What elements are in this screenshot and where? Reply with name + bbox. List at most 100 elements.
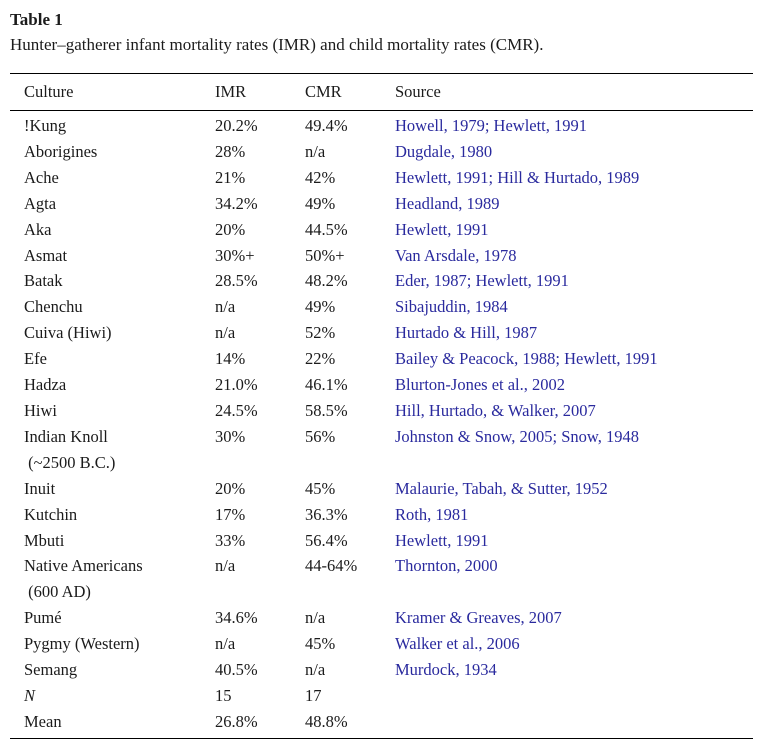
cmr-cell: 49% [305, 193, 336, 213]
cmr-cell: 50%+ [305, 245, 345, 265]
source-citation-link[interactable]: Kramer & Greaves, 2007 [395, 608, 562, 628]
cmr-cell: n/a [305, 608, 326, 628]
cmr-cell: 42% [305, 167, 336, 187]
table-row: Chenchu n/a 49% Sibajuddin, 1984 [10, 294, 753, 320]
imr-cell: 24.5% [215, 400, 258, 420]
cmr-cell: 58.5% [305, 400, 348, 420]
cmr-cell: 48.2% [305, 271, 348, 291]
source-citation-link[interactable]: Hurtado & Hill, 1987 [395, 323, 538, 343]
cmr-cell: 44-64% [305, 556, 358, 576]
mortality-table: Culture IMR CMR Source !Kung 20.2% 49.4%… [10, 73, 753, 739]
table-row: Kutchin 17% 36.3% Roth, 1981 [10, 502, 753, 528]
cmr-cell: 56% [305, 426, 336, 446]
source-citation-link[interactable]: Johnston & Snow, 2005; Snow, 1948 [395, 426, 640, 446]
header-row: Culture IMR CMR Source [10, 73, 753, 111]
source-citation-link[interactable]: Van Arsdale, 1978 [395, 245, 517, 265]
source-citation-link [381, 683, 753, 709]
culture-cell: Ache [24, 167, 59, 187]
table-row: Batak 28.5% 48.2% Eder, 1987; Hewlett, 1… [10, 268, 753, 294]
table-row: Agta 34.2% 49% Headland, 1989 [10, 191, 753, 217]
culture-cell: Kutchin [24, 504, 78, 524]
culture-cell: Efe [24, 349, 47, 369]
culture-cell: Agta [24, 193, 57, 213]
culture-cell: Pumé [24, 608, 62, 628]
source-citation-link[interactable]: Blurton-Jones et al., 2002 [395, 375, 566, 395]
culture-cell: Hadza [24, 375, 67, 395]
source-citation-link[interactable]: Murdock, 1934 [395, 660, 497, 680]
imr-cell: 21.0% [215, 375, 258, 395]
source-citation-link[interactable]: Bailey & Peacock, 1988; Hewlett, 1991 [395, 349, 658, 369]
cmr-cell: 49% [305, 297, 336, 317]
table-row: Inuit 20% 45% Malaurie, Tabah, & Sutter,… [10, 476, 753, 502]
table-label: Table 1 [10, 10, 63, 29]
source-citation-link[interactable]: Sibajuddin, 1984 [395, 297, 508, 317]
table-row: Asmat 30%+ 50%+ Van Arsdale, 1978 [10, 243, 753, 269]
imr-cell: 28.5% [215, 271, 258, 291]
imr-cell: 34.2% [215, 193, 258, 213]
cmr-cell: n/a [305, 660, 326, 680]
culture-cell: Chenchu [24, 297, 83, 317]
imr-cell: 26.8% [215, 711, 258, 731]
source-citation-link[interactable]: Walker et al., 2006 [395, 634, 520, 654]
culture-cell: Semang [24, 660, 78, 680]
col-header-imr: IMR [201, 73, 291, 111]
culture-cell: N [24, 685, 36, 705]
table-row: Indian Knoll (~2500 B.C.) 30% 56% Johnst… [10, 424, 753, 476]
imr-cell: 28% [215, 141, 246, 161]
source-citation-link[interactable]: Dugdale, 1980 [395, 141, 493, 161]
col-header-culture: Culture [10, 73, 201, 111]
imr-cell: 17% [215, 504, 246, 524]
source-citation-link[interactable]: Malaurie, Tabah, & Sutter, 1952 [395, 478, 608, 498]
imr-cell: n/a [215, 323, 236, 343]
culture-cell: Native Americans (600 AD) [24, 556, 143, 602]
culture-cell: Mbuti [24, 530, 65, 550]
culture-cell: Pygmy (Western) [24, 634, 140, 654]
culture-cell: Aborigines [24, 141, 98, 161]
source-citation-link[interactable]: Howell, 1979; Hewlett, 1991 [395, 116, 588, 135]
table-row: Ache 21% 42% Hewlett, 1991; Hill & Hurta… [10, 165, 753, 191]
culture-cell: Hiwi [24, 400, 57, 420]
source-citation-link[interactable]: Hewlett, 1991 [395, 530, 489, 550]
imr-cell: n/a [215, 297, 236, 317]
imr-cell: 33% [215, 530, 246, 550]
table-row: Efe 14% 22% Bailey & Peacock, 1988; Hewl… [10, 346, 753, 372]
culture-cell: Aka [24, 219, 52, 239]
source-citation-link[interactable]: Hewlett, 1991; Hill & Hurtado, 1989 [395, 167, 640, 187]
source-citation-link[interactable]: Headland, 1989 [395, 193, 500, 213]
source-citation-link[interactable]: Thornton, 2000 [395, 556, 498, 576]
table-row: Hiwi 24.5% 58.5% Hill, Hurtado, & Walker… [10, 398, 753, 424]
culture-cell: Inuit [24, 478, 56, 498]
cmr-cell: 44.5% [305, 219, 348, 239]
source-citation-link[interactable]: Roth, 1981 [395, 504, 469, 524]
cmr-cell: 46.1% [305, 375, 348, 395]
imr-cell: 34.6% [215, 608, 258, 628]
source-citation-link[interactable]: Hewlett, 1991 [395, 219, 489, 239]
table-row: Semang 40.5% n/a Murdock, 1934 [10, 657, 753, 683]
table-row: N 15 17 [10, 683, 753, 709]
culture-cell: Indian Knoll (~2500 B.C.) [24, 426, 116, 472]
imr-cell: 30%+ [215, 245, 255, 265]
table-caption: Hunter–gatherer infant mortality rates (… [10, 35, 544, 54]
imr-cell: 21% [215, 167, 246, 187]
imr-cell: n/a [215, 556, 236, 576]
imr-cell: 20% [215, 478, 246, 498]
imr-cell: n/a [215, 634, 236, 654]
culture-cell: Batak [24, 271, 63, 291]
source-citation-link[interactable]: Hill, Hurtado, & Walker, 2007 [395, 400, 596, 420]
col-header-source: Source [381, 73, 753, 111]
cmr-cell: 48.8% [305, 711, 348, 731]
cmr-cell: 45% [305, 634, 336, 654]
cmr-cell: 22% [305, 349, 336, 369]
cmr-cell: 49.4% [305, 116, 348, 135]
table-row: Pygmy (Western) n/a 45% Walker et al., 2… [10, 631, 753, 657]
cmr-cell: 17 [305, 685, 322, 705]
imr-cell: 20% [215, 219, 246, 239]
cmr-cell: 56.4% [305, 530, 348, 550]
cmr-cell: 45% [305, 478, 336, 498]
table-row: Pumé 34.6% n/a Kramer & Greaves, 2007 [10, 605, 753, 631]
source-citation-link[interactable]: Eder, 1987; Hewlett, 1991 [395, 271, 569, 291]
culture-cell: Cuiva (Hiwi) [24, 323, 112, 343]
table-body: !Kung 20.2% 49.4% Howell, 1979; Hewlett,… [10, 111, 753, 739]
imr-cell: 15 [215, 685, 232, 705]
